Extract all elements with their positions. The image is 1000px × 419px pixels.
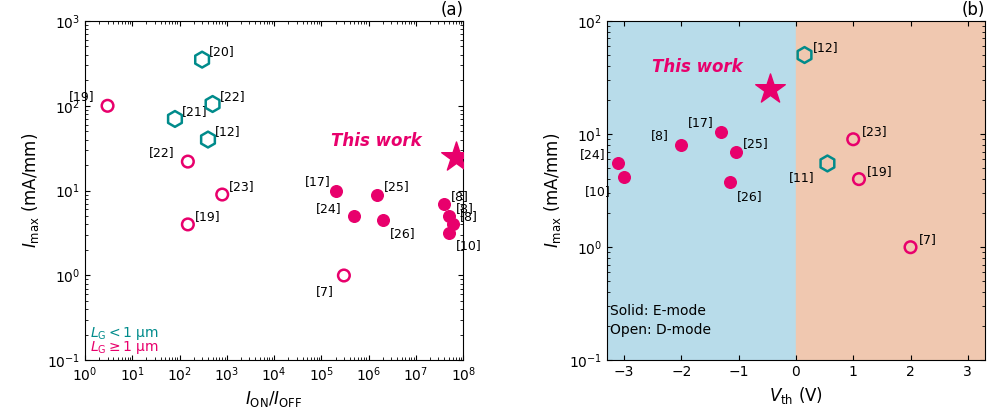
Text: [10]: [10] [456,239,482,252]
Text: [25]: [25] [384,180,410,193]
Point [445,221,461,228]
Point [375,217,391,223]
Text: [12]: [12] [215,125,241,138]
Point [200,136,216,143]
Text: [22]: [22] [220,90,245,103]
Bar [607,21,796,360]
Text: [17]: [17] [688,116,714,129]
Text: [7]: [7] [919,233,937,246]
Text: [23]: [23] [229,180,255,193]
Point [448,153,464,160]
Text: $L_{\mathrm{G}} < 1$ μm: $L_{\mathrm{G}} < 1$ μm [90,325,159,341]
Text: [7]: [7] [316,285,334,298]
Point [167,116,183,122]
Text: (b): (b) [962,1,985,19]
Point [722,178,738,185]
Y-axis label: $I_{\mathrm{max}}$ (mA/mm): $I_{\mathrm{max}}$ (mA/mm) [20,133,41,248]
Text: [8]: [8] [460,210,477,223]
Text: [19]: [19] [69,90,94,103]
Text: This work: This work [331,132,421,150]
Point [713,128,729,135]
Text: [24]: [24] [315,202,341,215]
Point [819,160,835,167]
Point [441,229,457,236]
Text: [19]: [19] [867,165,893,178]
Text: [8]: [8] [456,202,474,215]
Text: This work: This work [652,58,743,76]
X-axis label: $I_{\mathrm{ON}}/I_{\mathrm{OFF}}$: $I_{\mathrm{ON}}/I_{\mathrm{OFF}}$ [245,389,303,409]
Text: [25]: [25] [743,137,768,150]
Y-axis label: $I_{\mathrm{max}}$ (mA/mm): $I_{\mathrm{max}}$ (mA/mm) [542,133,563,248]
Point [369,191,385,198]
Text: [8]: [8] [651,129,669,142]
Text: [23]: [23] [862,125,887,138]
Text: [24]: [24] [579,148,605,161]
Point [346,213,362,220]
Point [441,213,457,220]
Text: [26]: [26] [737,190,763,203]
Point [728,148,744,155]
Text: (a): (a) [440,1,463,19]
Point [845,136,861,142]
Point [205,101,221,107]
Point [851,176,867,182]
Text: Solid: E-mode: Solid: E-mode [610,304,706,318]
Point [194,56,210,63]
Text: [21]: [21] [182,105,208,118]
Text: [22]: [22] [149,146,175,159]
Point [762,86,778,93]
Text: [12]: [12] [813,41,838,54]
Point [336,272,352,279]
Point [797,52,813,58]
Point [180,158,196,165]
Text: [26]: [26] [390,227,415,240]
Text: [17]: [17] [305,175,331,188]
Text: Open: D-mode: Open: D-mode [610,323,711,337]
Point [214,191,230,198]
Text: [19]: [19] [195,210,220,223]
Text: [11]: [11] [789,171,814,184]
Text: $L_{\mathrm{G}} \geq 1$ μm: $L_{\mathrm{G}} \geq 1$ μm [90,339,159,356]
Point [903,244,919,251]
Point [328,187,344,194]
Point [436,200,452,207]
X-axis label: $V_{\mathrm{th}}$ (V): $V_{\mathrm{th}}$ (V) [769,385,823,406]
Text: [8]: [8] [451,190,469,203]
Point [673,142,689,148]
Text: [10]: [10] [585,185,611,198]
Text: [20]: [20] [209,46,235,59]
Point [616,173,632,180]
Point [100,103,116,109]
Bar [796,21,985,360]
Point [180,221,196,228]
Point [610,160,626,167]
